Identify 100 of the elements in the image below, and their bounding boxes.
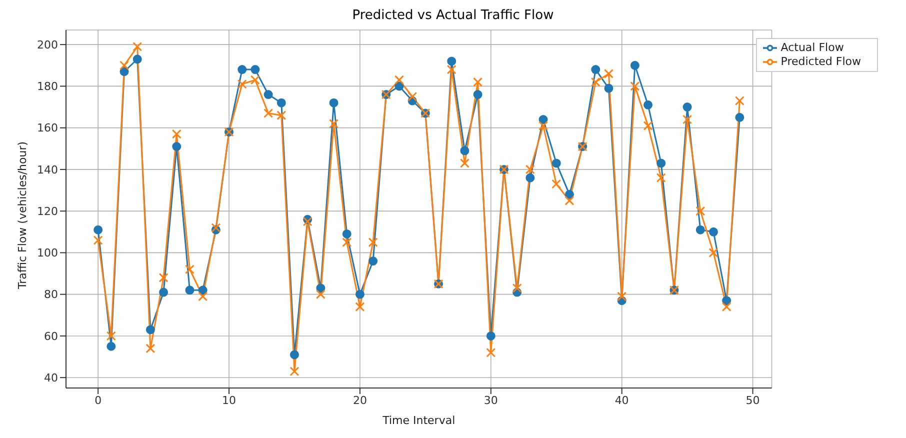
point — [460, 146, 470, 156]
point — [734, 96, 744, 106]
legend-label: Predicted Flow — [780, 55, 861, 68]
point — [106, 342, 116, 351]
point — [290, 350, 299, 360]
x-tick-label: 10 — [222, 394, 236, 407]
point — [590, 77, 600, 87]
point — [185, 286, 194, 295]
point — [617, 292, 627, 302]
point — [93, 235, 103, 245]
point — [316, 290, 326, 300]
point — [159, 288, 168, 297]
point — [342, 229, 352, 238]
point — [696, 225, 705, 234]
point — [290, 366, 300, 376]
y-tick-label: 100 — [37, 246, 58, 260]
point — [735, 112, 744, 122]
x-tick-label: 20 — [352, 394, 367, 407]
point — [644, 100, 653, 110]
point — [94, 225, 103, 234]
point — [394, 82, 404, 91]
point — [250, 65, 260, 74]
point — [238, 65, 247, 74]
point — [276, 110, 286, 120]
point — [329, 118, 339, 128]
point — [604, 84, 614, 93]
point — [643, 120, 653, 130]
point — [630, 60, 640, 70]
point — [342, 238, 352, 248]
x-tick-label: 30 — [484, 394, 498, 407]
point — [198, 286, 208, 295]
point — [264, 108, 274, 118]
point — [447, 56, 456, 66]
y-tick-label: 40 — [44, 372, 58, 384]
y-tick-label: 120 — [37, 204, 58, 218]
point — [120, 60, 130, 70]
point — [146, 325, 155, 334]
point — [264, 90, 273, 100]
point — [486, 331, 496, 340]
point — [656, 158, 666, 168]
y-tick-label: 60 — [44, 330, 58, 343]
point — [132, 42, 142, 52]
point — [564, 190, 574, 199]
point — [552, 158, 561, 168]
point — [355, 302, 365, 312]
point — [408, 92, 418, 102]
point — [630, 81, 640, 91]
point — [564, 196, 574, 206]
x-axis-title: Time Interval — [382, 414, 456, 427]
y-tick-label: 140 — [37, 163, 58, 176]
y-tick-label: 200 — [37, 38, 58, 52]
point — [708, 227, 718, 236]
point — [526, 173, 535, 182]
point — [682, 102, 692, 112]
y-axis-title: Traffic Flow (vehicles/hour) — [16, 141, 29, 290]
point — [394, 75, 404, 85]
point — [656, 173, 666, 183]
point — [237, 79, 247, 89]
x-tick-label: 40 — [614, 394, 629, 407]
point — [446, 64, 456, 74]
point — [538, 115, 548, 124]
point — [552, 179, 562, 189]
point — [329, 98, 338, 108]
point — [538, 120, 548, 130]
point — [172, 142, 182, 152]
point — [158, 272, 168, 282]
x-tick-label: 0 — [94, 394, 102, 407]
point — [722, 296, 732, 306]
point — [120, 67, 129, 76]
point — [132, 54, 142, 64]
y-tick-label: 80 — [44, 288, 58, 302]
point — [368, 238, 378, 248]
point — [512, 283, 522, 293]
point — [696, 206, 706, 216]
point — [172, 129, 182, 139]
point — [368, 256, 378, 266]
point — [486, 348, 496, 358]
point — [525, 164, 535, 174]
point — [184, 264, 194, 274]
point — [355, 290, 364, 299]
chart-title: Predicted vs Actual Traffic Flow — [351, 8, 555, 24]
point — [146, 344, 156, 354]
x-tick-label: 50 — [746, 394, 760, 407]
point — [460, 158, 470, 168]
y-tick-label: 180 — [37, 80, 58, 94]
point — [198, 292, 208, 302]
point — [473, 77, 483, 87]
point — [604, 68, 614, 78]
point — [316, 284, 326, 293]
point — [682, 114, 692, 124]
point — [211, 222, 221, 232]
point — [473, 90, 482, 100]
point — [302, 216, 312, 226]
y-tick-label: 160 — [37, 122, 58, 135]
point — [106, 331, 116, 341]
point — [722, 302, 732, 312]
point — [276, 98, 286, 108]
point — [591, 65, 600, 74]
legend-label: Actual Flow — [780, 41, 844, 54]
point — [708, 248, 718, 258]
